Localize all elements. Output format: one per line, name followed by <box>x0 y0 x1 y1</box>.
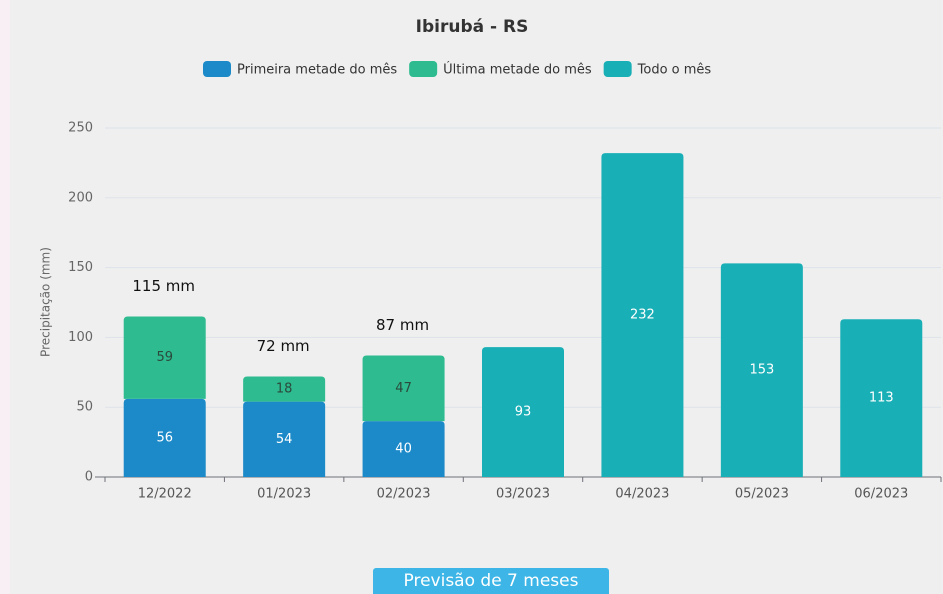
bar <box>601 153 684 478</box>
forecast-button[interactable]: Previsão de 7 meses <box>373 568 609 594</box>
bar <box>243 376 326 402</box>
total-label: 115 mm <box>132 277 195 295</box>
total-label: 87 mm <box>376 316 429 334</box>
y-tick-label: 50 <box>76 400 93 415</box>
bar-value-label: 59 <box>156 350 173 365</box>
x-tick-label: 01/2023 <box>257 487 311 502</box>
legend-label: Primeira metade do mês <box>237 63 397 78</box>
bar-value-label: 93 <box>515 405 532 420</box>
y-tick-label: 100 <box>68 330 93 345</box>
legend-swatch <box>603 61 632 77</box>
bar-value-label: 153 <box>749 363 774 378</box>
bar <box>840 319 923 477</box>
bar <box>720 263 803 477</box>
bar-value-label: 232 <box>630 308 655 323</box>
x-tick-label: 05/2023 <box>735 487 789 502</box>
y-tick-label: 150 <box>68 260 93 275</box>
legend-swatch <box>203 61 231 77</box>
legend-label: Última metade do mês <box>443 62 592 78</box>
bar <box>123 316 206 399</box>
bar <box>362 355 445 422</box>
bar-value-label: 56 <box>156 430 173 445</box>
bar-value-label: 47 <box>395 381 412 396</box>
bar-value-label: 40 <box>395 442 412 457</box>
bar-value-label: 54 <box>276 432 293 447</box>
total-label: 72 mm <box>257 337 310 355</box>
y-tick-label: 200 <box>68 190 93 205</box>
chart-title: Ibirubá - RS <box>416 17 529 37</box>
x-tick-label: 04/2023 <box>615 487 669 502</box>
x-tick-label: 03/2023 <box>496 487 550 502</box>
bar <box>243 401 326 477</box>
bar-value-label: 113 <box>869 391 894 406</box>
x-tick-label: 12/2022 <box>138 487 192 502</box>
bar <box>362 421 445 477</box>
bar-value-label: 18 <box>276 382 293 397</box>
y-axis-label: Precipitação (mm) <box>39 247 53 357</box>
bar <box>482 347 564 477</box>
chart-background <box>10 0 943 594</box>
y-tick-label: 0 <box>85 470 93 485</box>
y-tick-label: 250 <box>68 121 93 136</box>
legend-swatch <box>409 61 438 77</box>
x-tick-label: 06/2023 <box>854 487 908 502</box>
bar <box>123 398 206 477</box>
legend-label: Todo o mês <box>637 63 712 78</box>
x-tick-label: 02/2023 <box>377 487 431 502</box>
